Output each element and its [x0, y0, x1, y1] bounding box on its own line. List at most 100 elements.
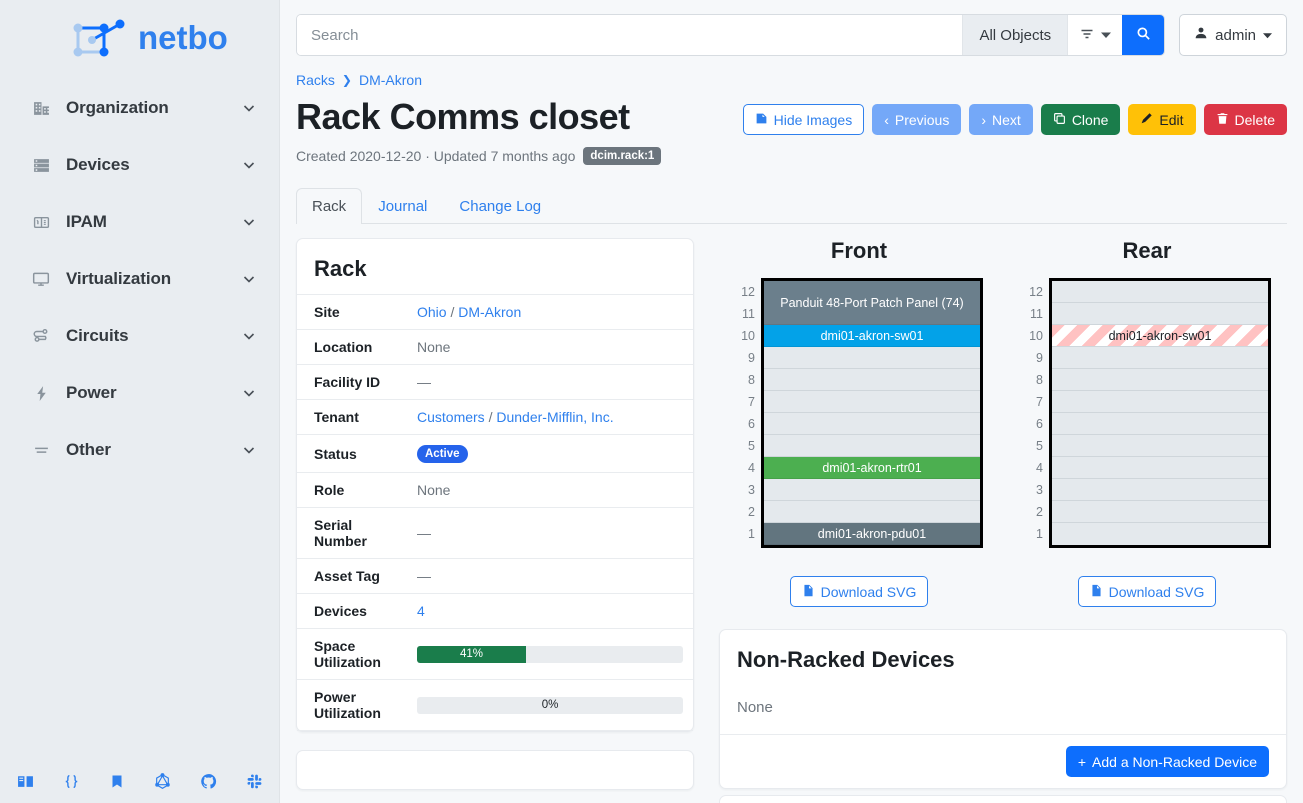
front-rack-wrapper: 12 11 10 9 8 7 6 5 4 3 2 1 Panduit 48-Port Patch Pa… [735, 278, 983, 549]
rack-unit-number: 4 [1036, 461, 1043, 476]
server-icon [30, 154, 52, 176]
breadcrumb: Racks ❯ DM-Akron [296, 66, 1287, 90]
row-value: None [407, 472, 693, 508]
search-submit-button[interactable] [1122, 15, 1165, 55]
search-input[interactable] [297, 15, 963, 55]
table-row: Site Ohio / DM-Akron [297, 294, 693, 330]
table-row: Asset Tag — [297, 558, 693, 594]
row-label: Facility ID [297, 364, 407, 400]
rack-unit-device[interactable]: dmi01-akron-sw01 [764, 325, 980, 348]
filter-icon [1079, 26, 1095, 45]
netbox-logo[interactable]: netbox [0, 0, 279, 66]
edit-button[interactable]: Edit [1128, 104, 1196, 135]
sidebar-item-other[interactable]: Other [0, 434, 279, 466]
chevron-down-icon [241, 214, 257, 230]
table-row: Status Active [297, 434, 693, 473]
front-elevation: Front 12 11 10 9 8 7 6 5 4 3 2 1 Panduit 48-Port Pa… [719, 238, 999, 608]
rack-unit-number: 5 [748, 439, 755, 454]
sidebar-item-virtualization[interactable]: Virtualization [0, 263, 279, 295]
rack-unit-empty [1052, 501, 1268, 524]
rack-unit-number: 10 [741, 329, 755, 344]
search-scope-selector[interactable]: All Objects [962, 15, 1068, 55]
slack-icon[interactable] [246, 773, 263, 790]
rack-unit-number: 7 [748, 395, 755, 410]
clone-button[interactable]: Clone [1040, 104, 1121, 135]
device-count-link[interactable]: 4 [417, 603, 425, 620]
chevron-down-icon [241, 271, 257, 287]
monitor-icon [30, 268, 52, 290]
rear-download-svg-button[interactable]: Download SVG [1077, 576, 1217, 608]
non-racked-footer: + Add a Non-Racked Device [720, 734, 1286, 788]
rack-unit-number: 2 [748, 505, 755, 520]
sidebar-item-circuits[interactable]: Circuits [0, 320, 279, 352]
row-value: — [407, 507, 693, 559]
left-column: Rack Site Ohio / DM-Akron [296, 238, 694, 803]
sidebar-nav: Organization Devices [0, 92, 279, 759]
sidebar-footer [0, 759, 279, 803]
breadcrumb-parent-link[interactable]: Racks [296, 72, 335, 88]
rack-unit-empty [764, 479, 980, 502]
tenant-group-link[interactable]: Customers [417, 409, 485, 426]
rack-unit-device[interactable]: dmi01-akron-pdu01 [764, 523, 980, 546]
graphql-icon[interactable] [154, 772, 171, 790]
rack-elevations: Front 12 11 10 9 8 7 6 5 4 3 2 1 Panduit 48-Port Pa… [719, 238, 1287, 608]
sidebar-item-ipam[interactable]: IPAM [0, 206, 279, 238]
sidebar-item-power[interactable]: Power [0, 377, 279, 409]
next-button[interactable]: › Next [969, 104, 1033, 135]
sidebar: netbox Organization [0, 0, 280, 803]
row-label: Tenant [297, 399, 407, 435]
rack-unit-empty [1052, 391, 1268, 414]
search-group: All Objects [296, 14, 1166, 56]
row-value: 0% [407, 679, 693, 732]
row-label: Space Utilization [297, 628, 407, 680]
front-download-label: Download SVG [820, 583, 917, 600]
rack-unit-empty [1052, 435, 1268, 458]
sidebar-item-label: Devices [66, 155, 130, 174]
add-non-racked-device-button[interactable]: + Add a Non-Racked Device [1065, 746, 1269, 778]
chevron-down-icon [241, 100, 257, 116]
previous-button[interactable]: ‹ Previous [872, 104, 962, 135]
row-value: Active [407, 434, 693, 473]
api-braces-icon[interactable] [63, 773, 80, 790]
docs-book-icon[interactable] [17, 773, 34, 790]
plus-icon: + [1077, 753, 1087, 770]
clone-label: Clone [1071, 111, 1109, 128]
rear-rack-wrapper: 12 11 10 9 8 7 6 5 4 3 2 1 dmi01-akron-sw01 [1023, 278, 1271, 549]
hide-images-button[interactable]: Hide Images [742, 104, 865, 135]
sidebar-item-devices[interactable]: Devices [0, 149, 279, 181]
row-label: Status [297, 434, 407, 473]
breadcrumb-separator-icon: ❯ [341, 73, 352, 87]
github-icon[interactable] [200, 773, 217, 790]
progress-label: 41% [460, 648, 484, 661]
sidebar-item-organization[interactable]: Organization [0, 92, 279, 124]
site-link[interactable]: DM-Akron [458, 304, 522, 321]
rack-unit-device[interactable]: dmi01-akron-sw01 [1052, 325, 1268, 348]
rack-unit-device[interactable]: Panduit 48-Port Patch Panel (74) [764, 281, 980, 326]
tab-rack[interactable]: Rack [296, 188, 363, 225]
rack-unit-number: 3 [748, 483, 755, 498]
table-row: Location None [297, 329, 693, 365]
tab-bar: Rack Journal Change Log [296, 188, 1287, 225]
tenant-link[interactable]: Dunder-Mifflin, Inc. [496, 409, 614, 426]
front-download-svg-button[interactable]: Download SVG [789, 576, 929, 608]
table-row: Devices 4 [297, 593, 693, 629]
rack-unit-device[interactable]: dmi01-akron-rtr01 [764, 457, 980, 480]
page-header-text: Rack Comms closet Created 2020-12-20 · U… [296, 90, 662, 166]
delete-button[interactable]: Delete [1203, 104, 1287, 135]
sidebar-item-label: Organization [66, 98, 169, 117]
bookmark-icon[interactable] [109, 773, 125, 790]
search-filter-dropdown[interactable] [1067, 15, 1123, 55]
user-menu-button[interactable]: admin [1179, 14, 1287, 56]
image-icon [755, 112, 768, 128]
site-region-link[interactable]: Ohio [417, 304, 447, 321]
rack-unit-empty [764, 413, 980, 436]
status-badge: Active [417, 445, 468, 464]
rack-unit-number: 5 [1036, 439, 1043, 454]
tab-change-log[interactable]: Change Log [459, 198, 542, 216]
images-card-partial [719, 795, 1287, 803]
rack-unit-empty [764, 501, 980, 524]
tab-journal[interactable]: Journal [378, 198, 428, 216]
rack-unit-empty [1052, 347, 1268, 370]
breadcrumb-current-link[interactable]: DM-Akron [358, 72, 422, 88]
